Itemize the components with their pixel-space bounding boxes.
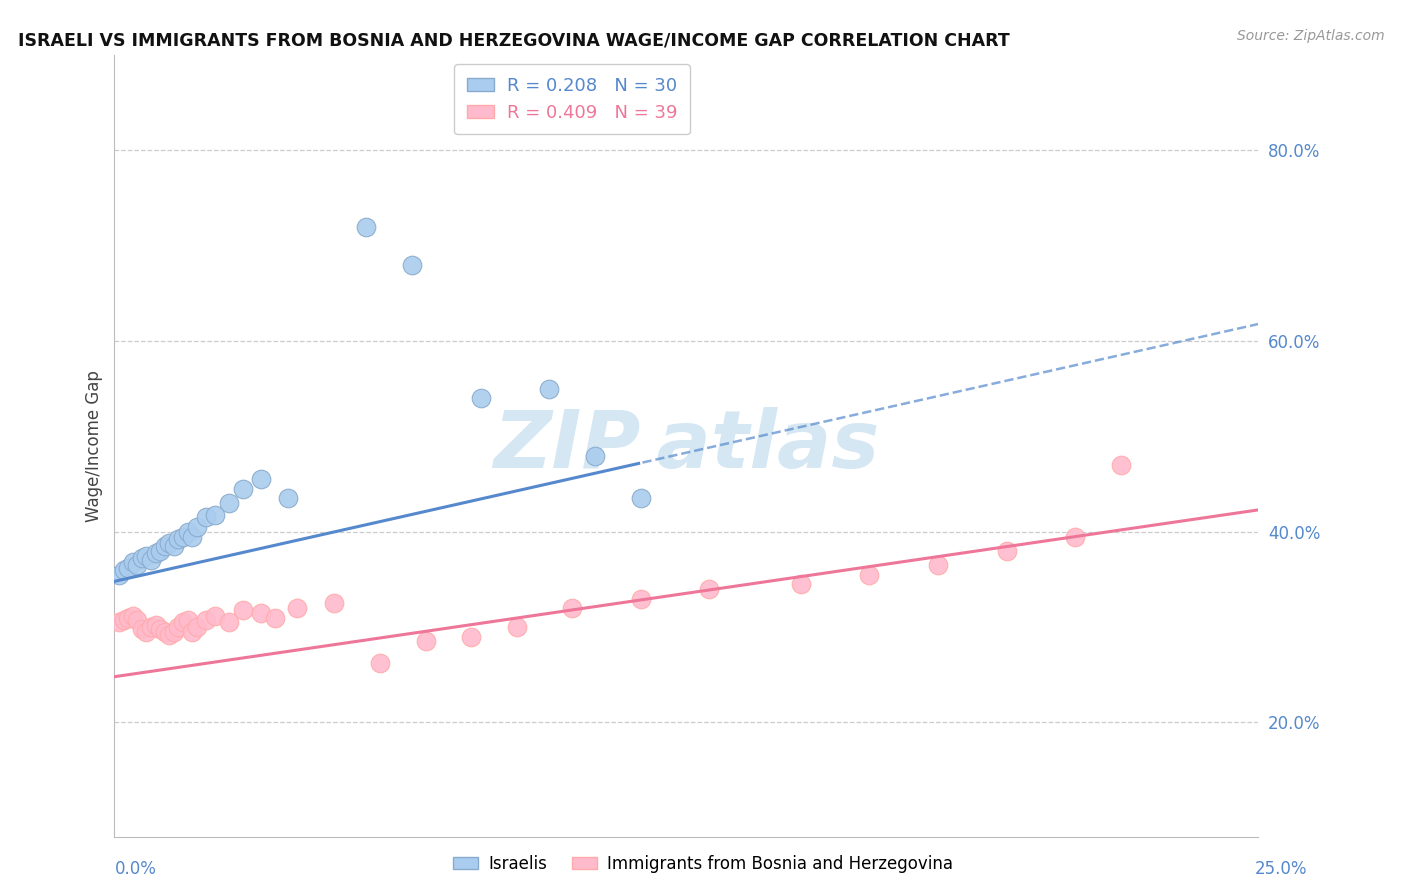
Point bbox=[153, 624, 176, 639]
Point bbox=[194, 613, 217, 627]
Text: ISRAELI VS IMMIGRANTS FROM BOSNIA AND HERZEGOVINA WAGE/INCOME GAP CORRELATION CH: ISRAELI VS IMMIGRANTS FROM BOSNIA AND HE… bbox=[18, 31, 1010, 49]
Point bbox=[995, 544, 1018, 558]
Point bbox=[232, 482, 254, 496]
Point bbox=[697, 582, 720, 596]
Point bbox=[153, 539, 176, 553]
Legend: R = 0.208   N = 30, R = 0.409   N = 39: R = 0.208 N = 30, R = 0.409 N = 39 bbox=[454, 64, 690, 135]
Text: 0.0%: 0.0% bbox=[115, 860, 157, 878]
Point bbox=[630, 591, 652, 606]
Point bbox=[181, 624, 204, 639]
Point bbox=[117, 610, 139, 624]
Point bbox=[167, 533, 190, 547]
Legend: Israelis, Immigrants from Bosnia and Herzegovina: Israelis, Immigrants from Bosnia and Her… bbox=[446, 848, 960, 880]
Point bbox=[323, 596, 346, 610]
Point bbox=[368, 657, 391, 671]
Point bbox=[506, 620, 529, 634]
Point bbox=[204, 508, 226, 522]
Point bbox=[135, 624, 157, 639]
Point bbox=[149, 622, 172, 636]
Point bbox=[139, 620, 162, 634]
Point bbox=[181, 530, 204, 544]
Point bbox=[127, 613, 149, 627]
Point bbox=[277, 491, 299, 506]
Point bbox=[263, 610, 285, 624]
Point bbox=[218, 496, 240, 510]
Point bbox=[232, 603, 254, 617]
Text: ZIP atlas: ZIP atlas bbox=[494, 407, 880, 485]
Point bbox=[108, 615, 131, 630]
Point bbox=[538, 382, 561, 396]
Point bbox=[250, 472, 273, 486]
Point bbox=[117, 561, 139, 575]
Point bbox=[145, 546, 167, 560]
Point bbox=[194, 510, 217, 524]
Point bbox=[131, 551, 153, 566]
Text: Source: ZipAtlas.com: Source: ZipAtlas.com bbox=[1237, 29, 1385, 43]
Point bbox=[561, 601, 583, 615]
Point bbox=[121, 608, 143, 623]
Point bbox=[121, 555, 143, 569]
Point bbox=[186, 520, 208, 534]
Point bbox=[218, 615, 240, 630]
Point bbox=[790, 577, 813, 591]
Point bbox=[108, 567, 131, 582]
Point bbox=[250, 606, 273, 620]
Point bbox=[163, 539, 186, 553]
Y-axis label: Wage/Income Gap: Wage/Income Gap bbox=[86, 370, 103, 522]
Point bbox=[157, 628, 180, 642]
Point bbox=[927, 558, 949, 573]
Point bbox=[131, 622, 153, 636]
Point bbox=[176, 613, 198, 627]
Point bbox=[163, 624, 186, 639]
Point bbox=[172, 530, 194, 544]
Point bbox=[204, 608, 226, 623]
Point bbox=[135, 549, 157, 563]
Point bbox=[354, 219, 377, 234]
Point bbox=[112, 613, 135, 627]
Point bbox=[401, 258, 423, 272]
Point bbox=[1064, 530, 1087, 544]
Point bbox=[470, 392, 492, 406]
Point bbox=[583, 449, 606, 463]
Point bbox=[460, 630, 482, 644]
Point bbox=[1109, 458, 1132, 472]
Point bbox=[630, 491, 652, 506]
Point bbox=[186, 620, 208, 634]
Point bbox=[858, 567, 880, 582]
Point bbox=[127, 558, 149, 573]
Point bbox=[145, 618, 167, 632]
Point bbox=[172, 615, 194, 630]
Point bbox=[139, 553, 162, 567]
Point bbox=[167, 620, 190, 634]
Text: 25.0%: 25.0% bbox=[1256, 860, 1308, 878]
Point bbox=[287, 601, 309, 615]
Point bbox=[415, 634, 437, 648]
Point bbox=[157, 536, 180, 550]
Point bbox=[149, 544, 172, 558]
Point bbox=[112, 563, 135, 577]
Point bbox=[176, 524, 198, 539]
